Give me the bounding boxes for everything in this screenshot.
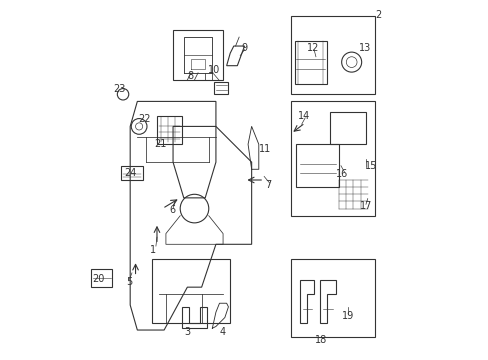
Text: 18: 18 [314, 335, 326, 345]
Text: 2: 2 [375, 10, 381, 20]
Text: 12: 12 [306, 43, 319, 53]
Bar [157, 116, 182, 144]
Bar [329, 112, 365, 144]
Text: 5: 5 [126, 277, 132, 287]
Bar [294, 41, 326, 84]
Text: 22: 22 [138, 114, 150, 124]
Bar [296, 144, 339, 187]
Bar [290, 16, 374, 94]
Text: 11: 11 [259, 144, 271, 154]
Text: 10: 10 [207, 65, 220, 75]
Bar [121, 166, 142, 180]
Text: 16: 16 [335, 168, 347, 179]
Bar [290, 258, 374, 337]
Bar [151, 258, 230, 323]
Text: 19: 19 [341, 311, 353, 321]
Text: 23: 23 [113, 84, 125, 94]
Text: 1: 1 [150, 245, 156, 255]
Text: 15: 15 [365, 161, 377, 171]
Text: 3: 3 [184, 327, 190, 337]
Text: 6: 6 [169, 205, 175, 215]
Text: 14: 14 [298, 111, 310, 121]
Bar [91, 269, 112, 287]
Text: 17: 17 [359, 201, 371, 211]
Text: 7: 7 [265, 180, 271, 190]
Text: 21: 21 [154, 139, 166, 149]
Text: 8: 8 [187, 71, 193, 81]
Bar [290, 102, 374, 216]
Text: 13: 13 [358, 43, 370, 53]
Text: 20: 20 [92, 274, 104, 284]
Bar [173, 30, 223, 80]
Text: 24: 24 [124, 168, 137, 178]
Text: 4: 4 [220, 327, 225, 337]
Text: 9: 9 [241, 43, 247, 53]
